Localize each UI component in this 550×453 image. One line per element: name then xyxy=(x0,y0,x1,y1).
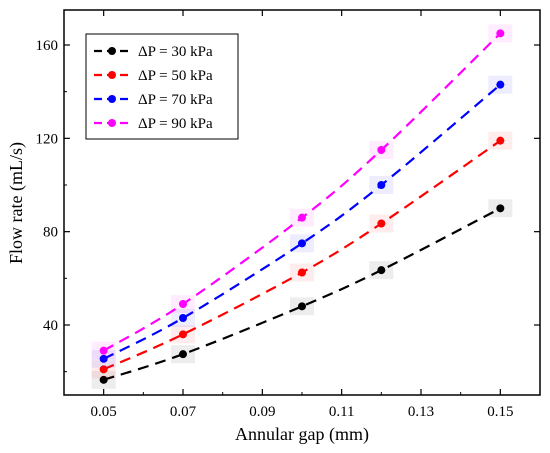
data-point xyxy=(298,213,306,222)
data-point xyxy=(99,354,108,363)
series-line-1 xyxy=(103,139,501,371)
x-tick-label: 0.15 xyxy=(487,404,513,420)
data-point xyxy=(496,80,505,89)
data-point xyxy=(298,268,306,277)
legend-marker xyxy=(108,95,116,103)
x-tick-label: 0.05 xyxy=(91,404,117,420)
data-point xyxy=(377,266,386,275)
data-point xyxy=(99,365,108,374)
y-axis-title: Flow rate (mL/s) xyxy=(6,142,27,264)
legend-marker xyxy=(108,119,116,127)
x-axis-title: Annular gap (mm) xyxy=(235,424,369,445)
series-line-0 xyxy=(103,207,501,381)
data-point xyxy=(179,350,187,359)
data-point xyxy=(496,136,505,145)
legend-label: ΔP = 70 kPa xyxy=(138,92,213,108)
x-tick-label: 0.07 xyxy=(170,404,197,420)
legend-label: ΔP = 30 kPa xyxy=(138,44,213,60)
legend-label: ΔP = 90 kPa xyxy=(138,116,213,132)
data-point xyxy=(99,346,108,355)
plot-area xyxy=(91,24,513,389)
x-axis: 0.05 0.07 0.09 0.11 0.13 0.15 xyxy=(91,10,513,420)
y-axis: 40 80 120 160 xyxy=(36,38,540,373)
data-point xyxy=(99,375,108,384)
data-point xyxy=(377,146,386,154)
y-tick-label: 120 xyxy=(36,131,59,147)
x-tick-label: 0.11 xyxy=(329,404,355,420)
data-point xyxy=(179,300,187,308)
legend-label: ΔP = 50 kPa xyxy=(138,68,213,84)
data-point xyxy=(377,219,386,228)
y-tick-label: 80 xyxy=(43,225,58,241)
legend: ΔP = 30 kPa ΔP = 50 kPa ΔP = 70 kPa ΔP = 90… xyxy=(85,33,239,140)
data-point xyxy=(179,314,187,322)
data-point xyxy=(496,29,505,38)
legend-marker xyxy=(108,71,116,79)
data-point xyxy=(298,302,306,311)
data-point xyxy=(179,330,187,339)
data-point xyxy=(377,181,386,189)
legend-marker xyxy=(108,47,116,55)
x-tick-label: 0.13 xyxy=(408,404,434,420)
x-tick-label: 0.09 xyxy=(249,404,275,420)
data-point xyxy=(298,239,306,248)
y-tick-label: 40 xyxy=(43,318,58,334)
data-point xyxy=(496,204,505,213)
y-tick-label: 160 xyxy=(36,38,59,54)
